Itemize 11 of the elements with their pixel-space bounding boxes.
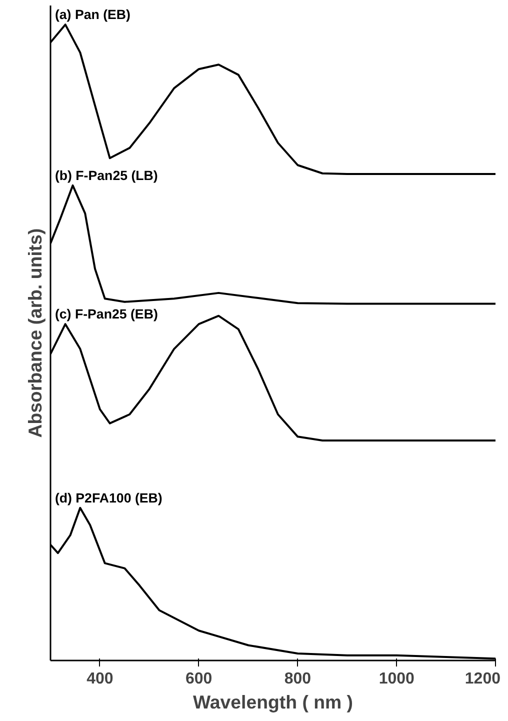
series-label: (a) Pan (EB) (54, 7, 130, 22)
x-tick-label: 400 (86, 670, 114, 688)
x-tick-label: 1200 (464, 670, 501, 688)
y-axis-title: Absorbance (arb. units) (24, 228, 46, 438)
series-label: (b) F-Pan25 (LB) (54, 168, 158, 183)
series-label: (c) F-Pan25 (EB) (54, 306, 158, 322)
x-tick-label: 800 (284, 670, 312, 688)
x-axis-title: Wavelength ( nm ) (193, 692, 353, 712)
x-tick-label: 1000 (378, 670, 415, 688)
series-label: (d) P2FA100 (EB) (54, 490, 162, 506)
x-tick-label: 600 (185, 670, 212, 688)
